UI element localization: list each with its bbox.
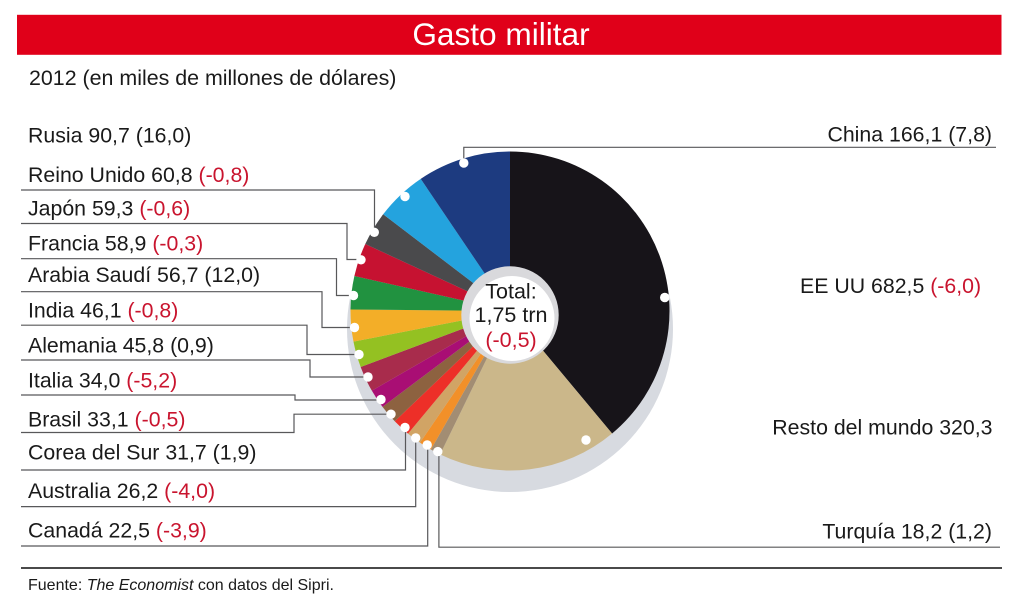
svg-text:Japón 59,3 (-0,6): Japón 59,3 (-0,6) (28, 197, 190, 221)
svg-text:Corea del Sur 31,7 (1,9): Corea del Sur 31,7 (1,9) (28, 440, 256, 464)
svg-text:China 166,1 (7,8): China 166,1 (7,8) (827, 123, 992, 147)
svg-text:Arabia Saudí 56,7 (12,0): Arabia Saudí 56,7 (12,0) (28, 263, 260, 287)
svg-text:Reino Unido 60,8 (-0,8): Reino Unido 60,8 (-0,8) (28, 163, 249, 187)
svg-text:Turquía 18,2 (1,2): Turquía 18,2 (1,2) (822, 520, 992, 544)
svg-text:Resto del mundo 320,3: Resto del mundo 320,3 (772, 416, 992, 440)
svg-text:Rusia 90,7 (16,0): Rusia 90,7 (16,0) (28, 123, 191, 147)
svg-text:Total:: Total: (485, 280, 536, 304)
svg-text:2012 (en miles de millones de: 2012 (en miles de millones de dólares) (29, 66, 396, 90)
svg-text:Brasil 33,1 (-0,5): Brasil 33,1 (-0,5) (28, 408, 185, 432)
svg-text:Canadá 22,5 (-3,9): Canadá 22,5 (-3,9) (28, 518, 207, 542)
svg-text:EE UU 682,5 (-6,0): EE UU 682,5 (-6,0) (800, 274, 981, 298)
svg-text:Gasto militar: Gasto militar (412, 16, 589, 52)
svg-text:Italia 34,0 (-5,2): Italia 34,0 (-5,2) (28, 369, 177, 393)
svg-text:India 46,1 (-0,8): India 46,1 (-0,8) (28, 299, 178, 323)
svg-text:Australia 26,2 (-4,0): Australia 26,2 (-4,0) (28, 479, 215, 503)
svg-text:1,75 trn: 1,75 trn (475, 303, 548, 327)
svg-text:Alemania 45,8 (0,9): Alemania 45,8 (0,9) (28, 334, 214, 358)
svg-text:Fuente: The Economist con dato: Fuente: The Economist con datos del Sipr… (28, 577, 334, 594)
svg-text:(-0,5): (-0,5) (485, 328, 536, 352)
svg-text:Francia 58,9 (-0,3): Francia 58,9 (-0,3) (28, 231, 203, 255)
